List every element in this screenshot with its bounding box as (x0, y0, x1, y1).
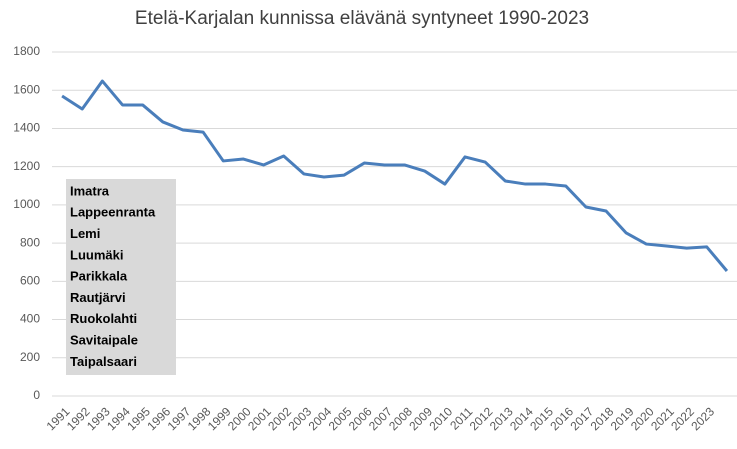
x-tick-label: 2023 (688, 404, 717, 433)
annotation: Ruokolahti (70, 311, 137, 326)
annotation: Taipalsaari (70, 354, 137, 369)
annotation: Lappeenranta (70, 205, 156, 220)
chart-title: Etelä-Karjalan kunnissa elävänä syntynee… (135, 8, 589, 29)
annotation: Rautjärvi (70, 290, 126, 305)
annotation-box (66, 179, 176, 375)
y-tick-label: 400 (20, 312, 40, 326)
y-tick-label: 0 (33, 388, 40, 402)
annotation: Parikkala (70, 269, 128, 284)
y-tick-label: 200 (20, 350, 40, 364)
line-series (61, 79, 729, 272)
y-tick-label: 1000 (13, 197, 40, 211)
y-tick-label: 1800 (13, 44, 40, 58)
annotation: Luumäki (70, 247, 123, 262)
annotation: Savitaipale (70, 333, 138, 348)
y-tick-label: 1400 (13, 121, 40, 135)
y-tick-label: 600 (20, 274, 40, 288)
annotation: Imatra (70, 183, 110, 198)
y-tick-label: 800 (20, 235, 40, 249)
y-tick-label: 1600 (13, 82, 40, 96)
annotation: Lemi (70, 226, 100, 241)
y-tick-label: 1200 (13, 159, 40, 173)
